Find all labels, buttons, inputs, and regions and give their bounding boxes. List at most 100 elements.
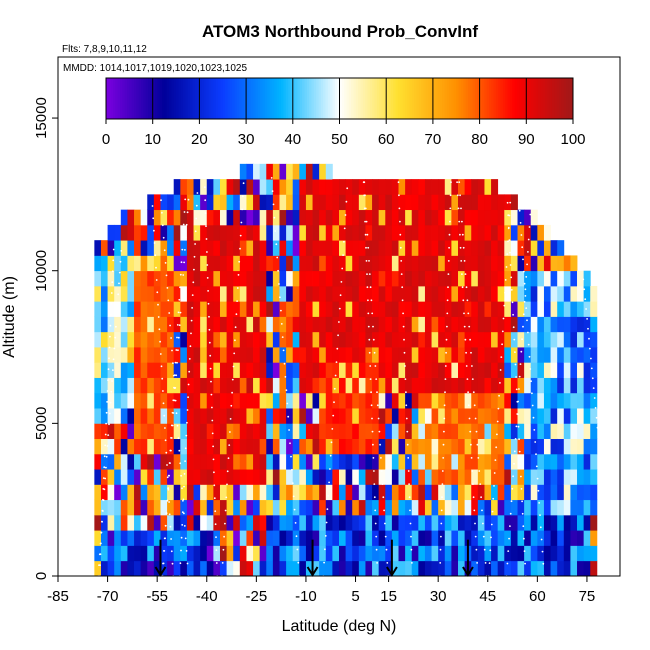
flight-track-point — [367, 246, 370, 249]
flight-track-point — [108, 423, 110, 426]
flight-track-point — [233, 352, 236, 355]
heatmap-cell — [563, 316, 571, 333]
heatmap-cell — [94, 392, 102, 409]
colorbar-swatch — [428, 78, 432, 119]
heatmap-cell — [253, 163, 261, 180]
heatmap-cell — [557, 530, 565, 546]
heatmap-cell — [239, 362, 247, 378]
flight-track-point — [590, 357, 592, 360]
heatmap-cell — [180, 194, 188, 211]
heatmap-cell — [259, 270, 267, 287]
flight-track-point — [237, 274, 240, 276]
heatmap-cell — [286, 545, 294, 562]
heatmap-cell — [160, 209, 168, 226]
heatmap-cell — [458, 179, 466, 195]
heatmap-cell — [312, 209, 320, 226]
heatmap-cell — [550, 484, 558, 501]
heatmap-cell — [259, 347, 267, 363]
heatmap-cell — [345, 285, 353, 302]
heatmap-cell — [391, 362, 399, 378]
flight-track-point — [374, 365, 377, 367]
heatmap-cell — [365, 560, 373, 577]
heatmap-cell — [319, 545, 327, 562]
colorbar-swatch — [521, 78, 525, 119]
heatmap-cell — [424, 270, 432, 287]
flight-track-point — [459, 194, 461, 197]
flight-track-point — [273, 216, 276, 219]
heatmap-cell — [444, 179, 452, 195]
heatmap-cell — [458, 408, 466, 424]
flight-track-point — [171, 424, 174, 427]
heatmap-cell — [352, 347, 360, 363]
heatmap-cell — [477, 362, 485, 378]
heatmap-cell — [352, 392, 360, 409]
heatmap-cell — [497, 285, 505, 302]
heatmap-cell — [378, 484, 386, 501]
flight-track-point — [179, 462, 182, 465]
heatmap-cell — [385, 194, 393, 211]
y-tick-label: 15000 — [33, 97, 50, 139]
heatmap-cell — [120, 530, 128, 546]
heatmap-cell — [378, 316, 386, 333]
heatmap-cell — [424, 438, 432, 455]
heatmap-cell — [438, 316, 446, 333]
flight-track-point — [240, 221, 243, 224]
flight-track-point — [182, 499, 184, 502]
heatmap-cell — [120, 301, 128, 317]
heatmap-cell — [497, 560, 505, 577]
heatmap-cell — [325, 362, 333, 378]
flight-track-point — [385, 548, 388, 551]
flight-track-point — [509, 201, 512, 204]
flight-track-point — [177, 437, 180, 440]
heatmap-cell — [398, 347, 406, 363]
heatmap-cell — [319, 163, 327, 180]
heatmap-cell — [583, 316, 591, 333]
flight-track-point — [463, 312, 465, 315]
heatmap-cell — [398, 362, 406, 378]
flight-track-point — [461, 220, 463, 223]
heatmap-cell — [424, 224, 432, 241]
heatmap-cell — [464, 194, 472, 211]
heatmap-cell — [431, 240, 439, 256]
flight-track-point — [460, 260, 463, 262]
flight-track-point — [102, 510, 104, 512]
heatmap-cell — [471, 392, 479, 409]
heatmap-cell — [398, 453, 406, 470]
flight-track-point — [370, 391, 372, 394]
heatmap-cell — [577, 560, 585, 577]
arrow-marker-head — [306, 566, 319, 577]
flight-track-point — [513, 338, 516, 341]
flight-track-point — [522, 525, 525, 528]
heatmap-cell — [153, 209, 161, 226]
heatmap-cell — [451, 179, 459, 195]
flight-track-point — [183, 211, 186, 213]
colorbar-swatch — [451, 78, 455, 119]
heatmap-cell — [100, 301, 108, 317]
flight-track-point — [196, 192, 199, 194]
heatmap-cell — [451, 209, 459, 226]
flight-track-point — [448, 233, 451, 236]
heatmap-cell — [173, 453, 181, 470]
heatmap-cell — [147, 453, 155, 470]
heatmap-cell — [140, 331, 148, 348]
heatmap-cell — [345, 499, 353, 516]
heatmap-cell — [583, 560, 591, 577]
heatmap-cell — [477, 530, 485, 546]
flight-track-point — [375, 548, 378, 551]
heatmap-cell — [577, 484, 585, 501]
colorbar-swatch — [444, 78, 448, 119]
colorbar-swatch — [544, 78, 548, 119]
heatmap-cell — [378, 545, 386, 562]
heatmap-cell — [424, 347, 432, 363]
heatmap-cell — [226, 484, 234, 501]
heatmap-cell — [332, 408, 340, 424]
heatmap-cell — [557, 240, 565, 256]
heatmap-cell — [140, 347, 148, 363]
heatmap-cell — [239, 194, 247, 211]
heatmap-cell — [114, 560, 122, 577]
flight-track-point — [165, 451, 168, 454]
flight-track-point — [112, 259, 115, 262]
flight-track-point — [367, 312, 370, 315]
heatmap-cell — [418, 560, 426, 577]
heatmap-cell — [292, 545, 300, 562]
